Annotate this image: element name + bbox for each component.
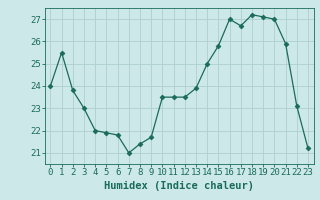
X-axis label: Humidex (Indice chaleur): Humidex (Indice chaleur) xyxy=(104,181,254,191)
